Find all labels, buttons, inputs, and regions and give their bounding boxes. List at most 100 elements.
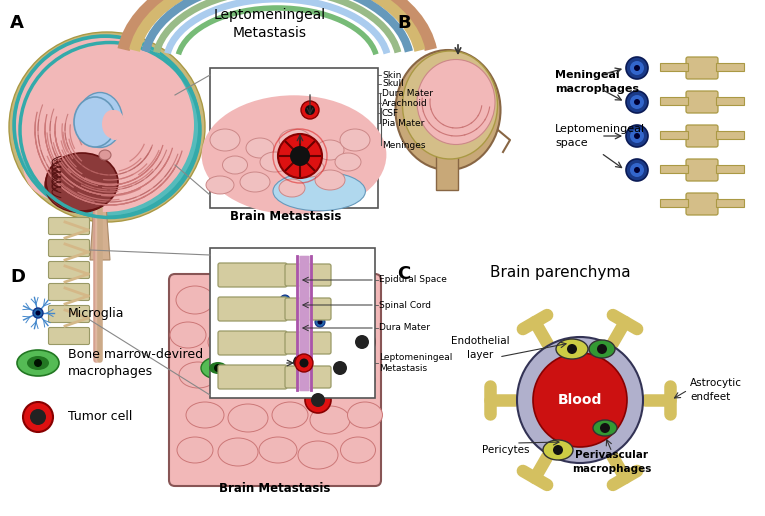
Circle shape (630, 163, 644, 177)
Circle shape (305, 387, 331, 413)
Ellipse shape (246, 138, 274, 158)
Polygon shape (90, 190, 110, 260)
FancyBboxPatch shape (218, 365, 287, 389)
Circle shape (301, 101, 319, 119)
Circle shape (355, 335, 369, 349)
Circle shape (333, 361, 347, 375)
Ellipse shape (208, 328, 248, 356)
Text: Dura Mater: Dura Mater (379, 324, 430, 332)
Ellipse shape (254, 325, 290, 351)
Ellipse shape (223, 279, 258, 305)
Ellipse shape (260, 366, 300, 394)
Bar (716, 97, 744, 105)
Text: D: D (10, 268, 25, 286)
Bar (660, 97, 688, 105)
Circle shape (33, 308, 43, 318)
Bar (210, 248, 375, 398)
Circle shape (327, 355, 353, 381)
Circle shape (278, 134, 322, 178)
Ellipse shape (279, 179, 305, 197)
Circle shape (293, 355, 307, 369)
Circle shape (23, 402, 53, 432)
FancyBboxPatch shape (169, 274, 381, 486)
Circle shape (290, 146, 310, 166)
Ellipse shape (316, 140, 344, 160)
FancyBboxPatch shape (285, 332, 331, 354)
Text: Leptomeningeal
space: Leptomeningeal space (555, 124, 645, 148)
FancyBboxPatch shape (285, 298, 331, 320)
Text: Skin: Skin (382, 71, 402, 79)
Circle shape (264, 378, 272, 386)
Text: Perivascular
macrophages: Perivascular macrophages (572, 450, 652, 474)
Text: Microglia: Microglia (68, 307, 125, 319)
Circle shape (600, 423, 610, 433)
Text: Brain parenchyma: Brain parenchyma (490, 265, 630, 280)
Text: Spinal Cord: Spinal Cord (379, 300, 431, 310)
Ellipse shape (210, 129, 240, 151)
Circle shape (214, 364, 222, 372)
Circle shape (630, 61, 644, 75)
Ellipse shape (417, 59, 495, 144)
FancyBboxPatch shape (48, 239, 90, 256)
Ellipse shape (16, 38, 194, 212)
Ellipse shape (77, 92, 122, 148)
Circle shape (634, 99, 640, 105)
Circle shape (349, 329, 375, 355)
Ellipse shape (45, 157, 115, 213)
Text: Tumor cell: Tumor cell (68, 411, 132, 424)
Text: Bone marrow-devired
macrophages: Bone marrow-devired macrophages (68, 348, 203, 378)
Ellipse shape (105, 110, 125, 140)
Ellipse shape (186, 402, 224, 428)
Ellipse shape (206, 176, 234, 194)
Circle shape (597, 344, 607, 354)
Ellipse shape (272, 402, 308, 428)
Ellipse shape (340, 437, 376, 463)
Text: Meninges: Meninges (382, 140, 425, 150)
Text: C: C (397, 265, 410, 283)
Ellipse shape (176, 286, 214, 314)
FancyBboxPatch shape (686, 57, 718, 79)
Ellipse shape (177, 437, 213, 463)
FancyBboxPatch shape (285, 366, 331, 388)
Ellipse shape (402, 51, 497, 159)
Circle shape (34, 359, 42, 367)
Bar (210, 68, 378, 208)
Text: Blood: Blood (558, 393, 602, 407)
Circle shape (311, 393, 325, 407)
Text: Arachnoid: Arachnoid (382, 99, 428, 107)
FancyBboxPatch shape (48, 283, 90, 300)
Circle shape (626, 57, 648, 79)
Circle shape (634, 167, 640, 173)
Ellipse shape (310, 406, 350, 434)
Ellipse shape (543, 440, 573, 460)
FancyBboxPatch shape (48, 262, 90, 279)
Ellipse shape (15, 37, 200, 217)
Bar (716, 63, 744, 71)
Ellipse shape (20, 42, 190, 207)
Ellipse shape (9, 32, 205, 222)
FancyBboxPatch shape (218, 263, 287, 287)
Ellipse shape (259, 437, 297, 463)
Circle shape (35, 311, 41, 315)
Ellipse shape (336, 294, 374, 322)
Circle shape (626, 91, 648, 113)
Text: Brain Metastasis: Brain Metastasis (230, 210, 341, 223)
Ellipse shape (99, 150, 111, 160)
Ellipse shape (27, 356, 49, 370)
Ellipse shape (74, 97, 116, 147)
Bar (716, 165, 744, 173)
Circle shape (280, 295, 290, 305)
Circle shape (626, 125, 648, 147)
Ellipse shape (273, 172, 366, 211)
Text: Leptomeningeal
Metastasis: Leptomeningeal Metastasis (214, 8, 326, 40)
Circle shape (630, 95, 644, 109)
Polygon shape (23, 36, 194, 203)
Circle shape (30, 409, 46, 425)
Bar (716, 131, 744, 139)
Ellipse shape (298, 441, 338, 469)
Text: Brain Metastasis: Brain Metastasis (220, 482, 330, 495)
Ellipse shape (102, 110, 122, 138)
Circle shape (305, 105, 315, 115)
Circle shape (317, 319, 323, 325)
Circle shape (233, 313, 237, 317)
